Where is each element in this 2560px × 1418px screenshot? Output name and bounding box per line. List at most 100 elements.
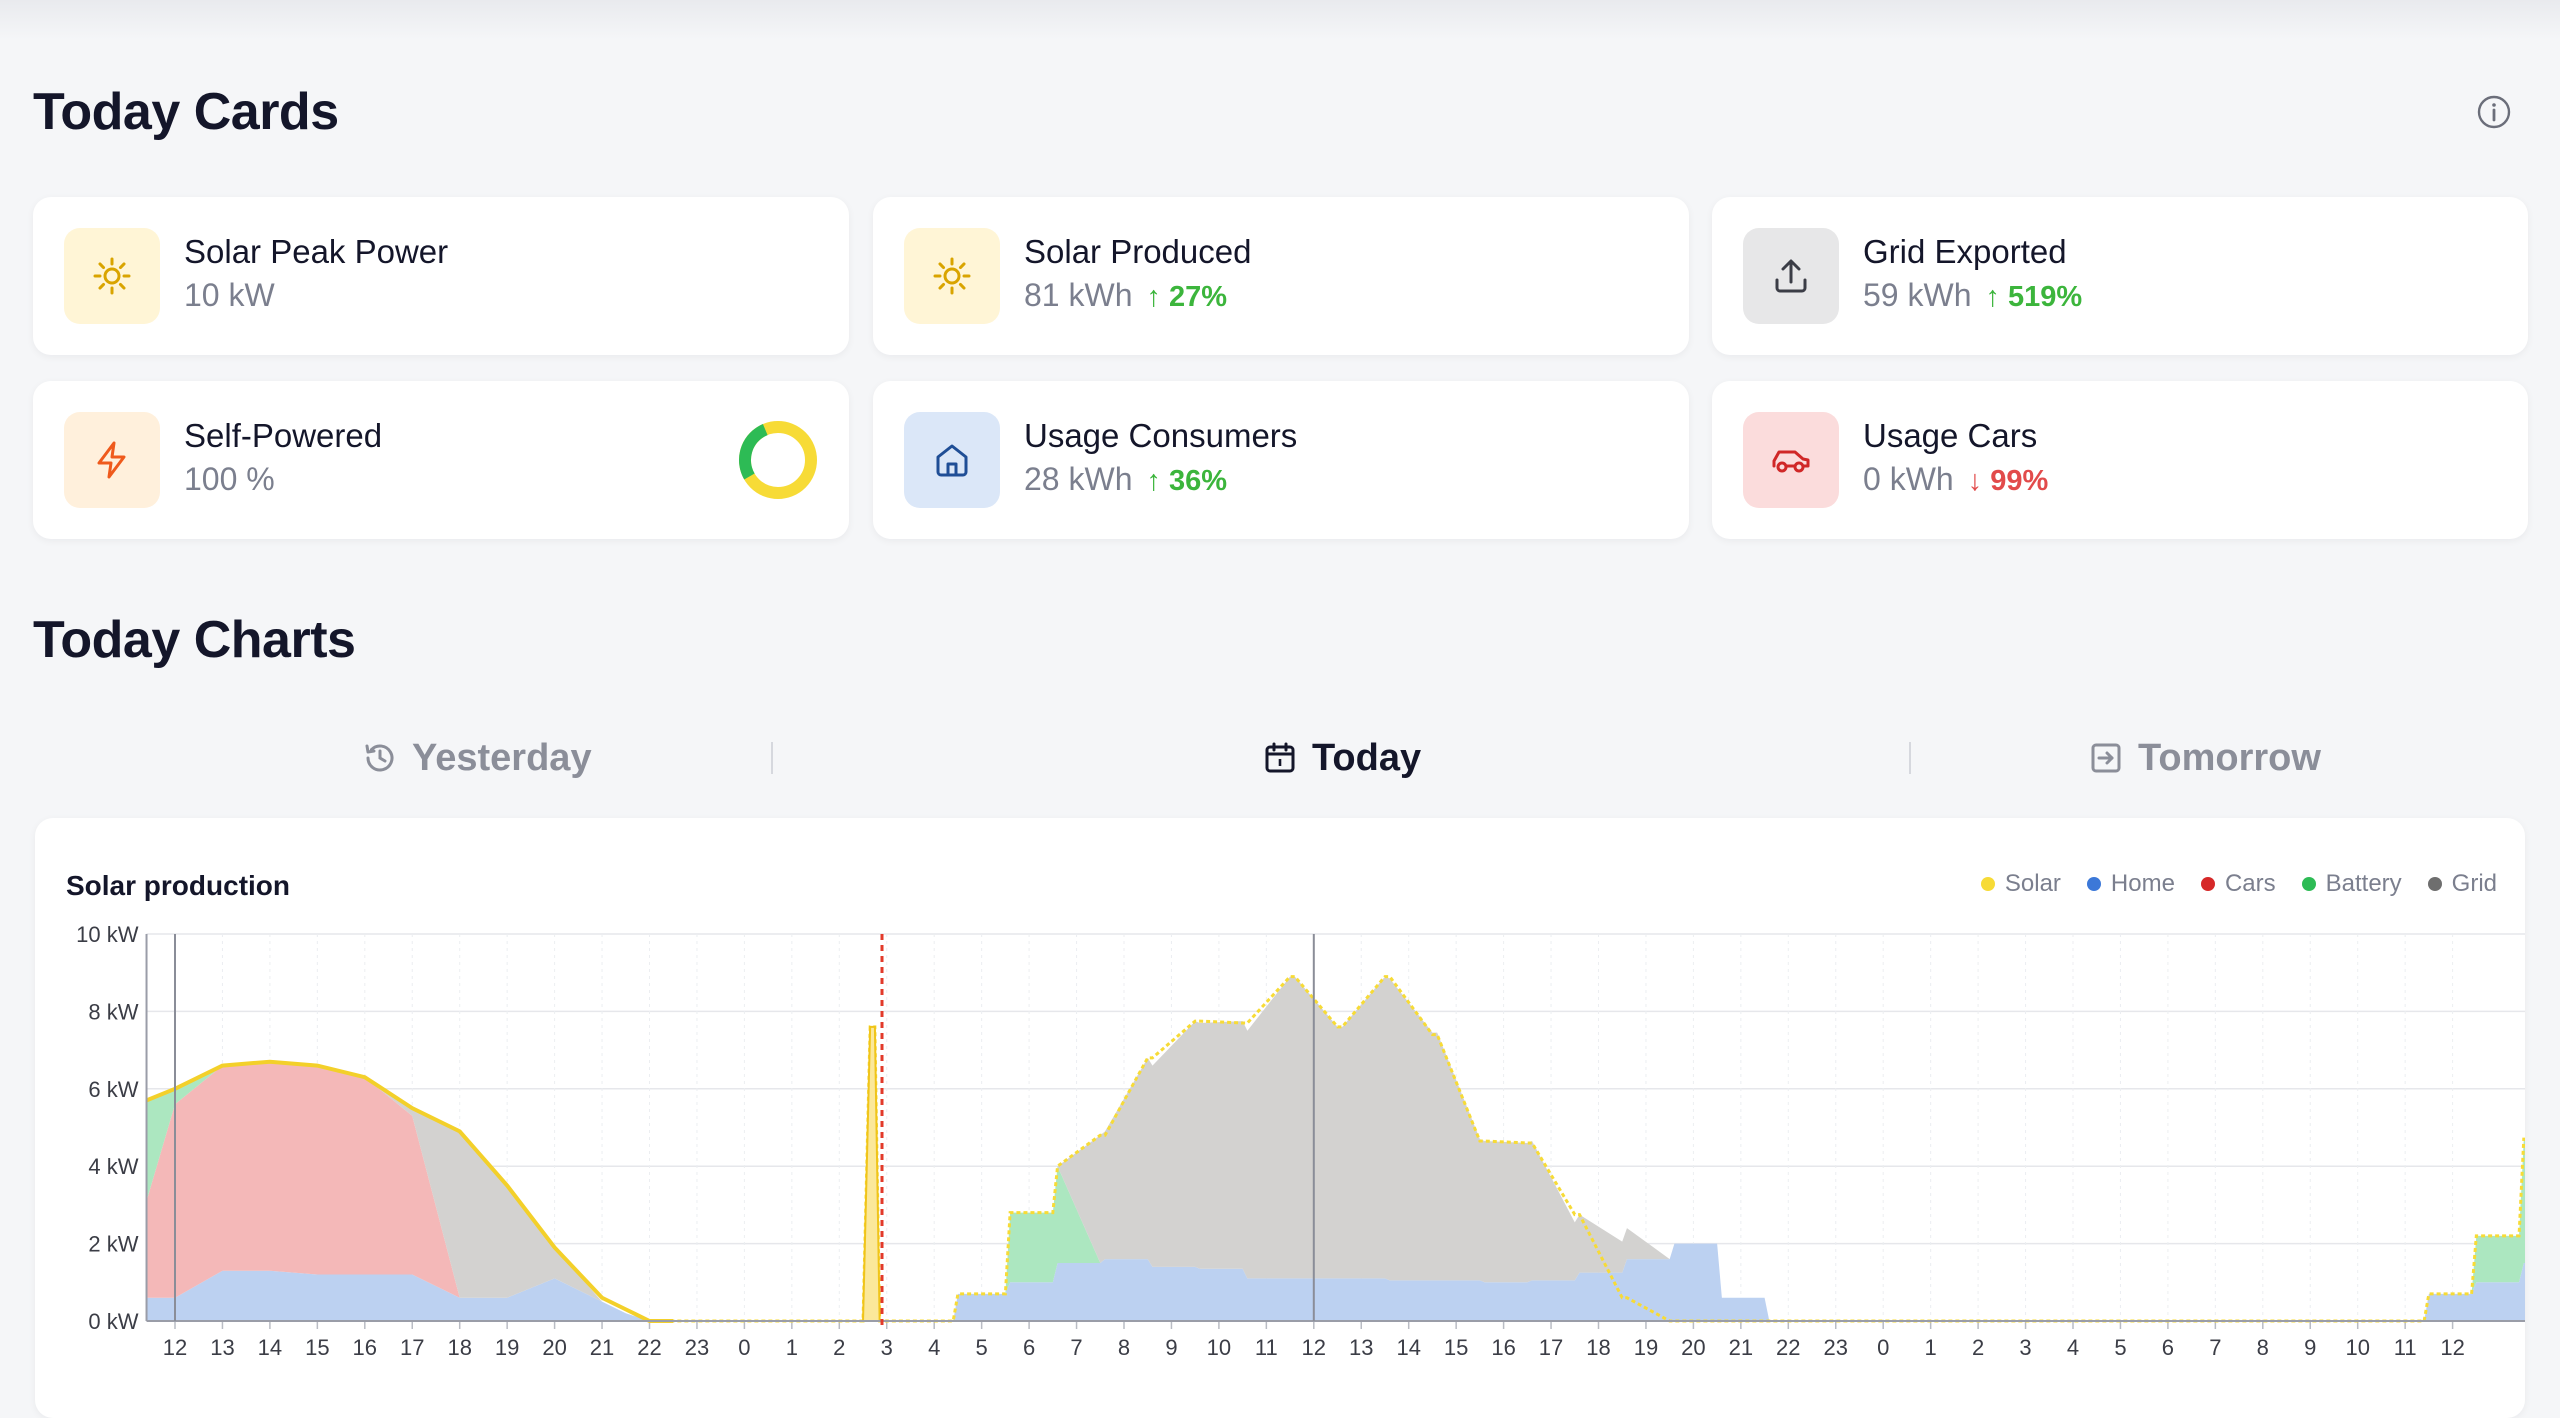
arrow-down-icon: ↓ (1967, 465, 1983, 497)
tab-today[interactable]: Today (1262, 730, 1421, 786)
x-tick-label: 22 (637, 1335, 661, 1360)
card-grid-exported[interactable]: Grid Exported 59 kWh ↑ 519% (1712, 197, 2528, 355)
x-tick-label: 20 (1681, 1335, 1705, 1360)
y-tick-label: 2 kW (88, 1232, 138, 1257)
card-value-text: 28 kWh (1024, 461, 1133, 497)
trend-value: 99% (1990, 465, 2049, 497)
x-tick-label: 7 (2209, 1335, 2221, 1360)
arrow-up-icon: ↑ (1146, 465, 1161, 497)
card-value: 81 kWh ↑ 27% (1024, 277, 1227, 314)
x-tick-label: 9 (1165, 1335, 1177, 1360)
arrow-into-box-icon (2091, 743, 2121, 773)
x-tick-label: 10 (2345, 1335, 2369, 1360)
y-tick-label: 4 kW (88, 1154, 138, 1179)
x-tick-label: 13 (210, 1335, 234, 1360)
history-icon (365, 744, 394, 772)
x-tick-label: 21 (1729, 1335, 1753, 1360)
home-area (146, 1243, 2525, 1321)
bolt-icon (64, 412, 160, 508)
x-tick-label: 17 (400, 1335, 424, 1360)
tab-today-label: Today (1312, 736, 1422, 779)
legend-dot (2086, 877, 2101, 891)
chart-legend: Solar Home Cars Battery Grid (1980, 870, 2497, 898)
x-tick-label: 23 (685, 1335, 709, 1360)
x-tick-label: 23 (1824, 1335, 1848, 1360)
x-tick-label: 16 (1491, 1335, 1515, 1360)
x-tick-label: 17 (1539, 1335, 1563, 1360)
legend-dot (1980, 877, 1995, 891)
card-solar-peak-power[interactable]: Solar Peak Power 10 kW (33, 197, 849, 355)
x-tick-label: 2 (1972, 1335, 1984, 1360)
card-title: Self-Powered (184, 417, 383, 454)
today-charts-title: Today Charts (33, 611, 356, 669)
card-value-text: 10 kW (184, 277, 275, 313)
tab-divider (771, 742, 773, 774)
top-bar-shadow (0, 0, 2560, 40)
x-tick-label: 6 (2162, 1335, 2174, 1360)
card-value: 100 % (184, 461, 275, 498)
trend-up-badge: ↑ 27% (1146, 281, 1227, 313)
legend-label: Grid (2451, 870, 2497, 897)
trend-value: 519% (2008, 281, 2083, 313)
tab-divider (1909, 742, 1911, 774)
chart-title: Solar production (66, 870, 290, 901)
tab-tomorrow[interactable]: Tomorrow (2088, 730, 2321, 786)
x-tick-label: 5 (976, 1335, 988, 1360)
grid-area (146, 976, 2525, 1321)
x-tick-label: 19 (1634, 1335, 1658, 1360)
x-tick-label: 4 (928, 1335, 940, 1360)
x-tick-label: 4 (2067, 1335, 2079, 1360)
tab-tomorrow-label: Tomorrow (2138, 736, 2321, 779)
legend-item-cars[interactable]: Cars (2200, 870, 2276, 898)
card-title: Grid Exported (1863, 233, 2067, 270)
card-title: Usage Consumers (1024, 417, 1298, 454)
x-tick-label: 18 (1586, 1335, 1610, 1360)
x-tick-label: 3 (2019, 1335, 2031, 1360)
upload-icon (1743, 228, 1839, 324)
tab-yesterday-label: Yesterday (412, 736, 592, 779)
card-value-text: 0 kWh (1863, 461, 1954, 497)
sun-icon (904, 228, 1000, 324)
arrow-up-icon: ↑ (1985, 281, 2000, 313)
card-usage-cars[interactable]: Usage Cars 0 kWh ↓ 99% (1712, 381, 2528, 539)
x-tick-label: 0 (1877, 1335, 1889, 1360)
x-tick-label: 1 (786, 1335, 798, 1360)
card-value-text: 59 kWh (1863, 277, 1972, 313)
x-tick-label: 9 (2304, 1335, 2316, 1360)
solar-production-chart-card: Solar production Solar Home Cars Battery Gri… (35, 818, 2525, 1418)
card-solar-produced[interactable]: Solar Produced 81 kWh ↑ 27% (873, 197, 1689, 355)
card-value: 28 kWh ↑ 36% (1024, 461, 1227, 498)
card-value-text: 100 % (184, 461, 275, 497)
x-tick-label: 1 (1925, 1335, 1937, 1360)
x-tick-label: 11 (2394, 1335, 2417, 1360)
tab-yesterday[interactable]: Yesterday (362, 730, 592, 786)
legend-dot (2301, 877, 2316, 891)
card-title: Solar Peak Power (184, 233, 449, 270)
legend-label: Battery (2325, 870, 2402, 897)
self-powered-donut (739, 421, 817, 499)
legend-item-grid[interactable]: Grid (2427, 870, 2497, 898)
trend-value: 27% (1169, 281, 1228, 313)
card-usage-consumers[interactable]: Usage Consumers 28 kWh ↑ 36% (873, 381, 1689, 539)
card-value-text: 81 kWh (1024, 277, 1133, 313)
trend-value: 36% (1169, 465, 1228, 497)
x-tick-label: 12 (2440, 1335, 2464, 1360)
y-tick-label: 0 kW (88, 1309, 138, 1334)
legend-item-solar[interactable]: Solar (1980, 870, 2061, 898)
y-tick-label: 10 kW (76, 922, 139, 947)
legend-dot (2427, 877, 2442, 891)
y-tick-label: 8 kW (88, 999, 138, 1024)
legend-item-battery[interactable]: Battery (2301, 870, 2402, 898)
info-icon[interactable] (2476, 94, 2512, 130)
x-tick-label: 15 (1444, 1335, 1468, 1360)
card-self-powered[interactable]: Self-Powered 100 % (33, 381, 849, 539)
x-tick-label: 20 (542, 1335, 566, 1360)
x-tick-label: 3 (881, 1335, 893, 1360)
x-tick-label: 11 (1255, 1335, 1278, 1360)
x-tick-label: 12 (163, 1335, 187, 1360)
x-tick-label: 19 (495, 1335, 519, 1360)
legend-item-home[interactable]: Home (2086, 870, 2175, 898)
trend-down-badge: ↓ 99% (1968, 465, 2049, 497)
sun-icon (64, 228, 160, 324)
